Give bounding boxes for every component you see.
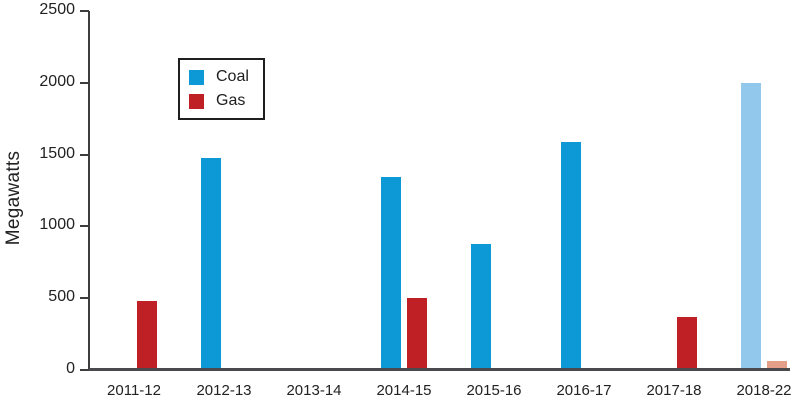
x-axis-labels: 2011-12 2012-13 2013-14 2014-15 2015-16 2016-… [89, 382, 800, 399]
coal-swatch-icon [189, 69, 204, 85]
bar-gas-2018-22 [767, 361, 787, 370]
y-tick-mark [80, 10, 89, 12]
y-tick-label-2000: 2000 [39, 72, 75, 90]
x-tick-label-2013-14: 2013-14 [286, 382, 342, 399]
category-group-2018-22 [719, 11, 800, 370]
legend-label-coal: Coal [216, 68, 249, 85]
gas-swatch-icon [189, 93, 204, 109]
bar-coal-2014-15 [381, 176, 401, 370]
plot-area [89, 11, 800, 370]
x-tick-label-2012-13: 2012-13 [196, 382, 252, 399]
y-tick-mark [80, 81, 89, 84]
y-tick-mark [80, 369, 89, 371]
y-tick-label-500: 500 [48, 288, 75, 306]
legend-entry-coal: Coal [189, 68, 249, 86]
x-tick-label-2014-15: 2014-15 [376, 382, 432, 399]
x-tick-label-2015-16: 2015-16 [466, 382, 522, 399]
x-tick-label-2011-12: 2011-12 [107, 382, 161, 399]
legend-entry-gas: Gas [189, 92, 249, 110]
y-tick-label-1500: 1500 [39, 144, 75, 162]
x-axis-line [89, 368, 790, 371]
legend: Coal Gas [178, 58, 265, 120]
category-group-2016-17 [539, 11, 629, 370]
category-group-2011-12 [89, 11, 179, 370]
y-tick-label-2500: 2500 [39, 1, 75, 18]
bar-gas-2017-18 [677, 316, 697, 370]
x-tick-label-2016-17: 2016-17 [556, 382, 612, 399]
y-tick-mark [80, 153, 89, 156]
category-group-2017-18 [629, 11, 719, 370]
bar-coal-2012-13 [201, 157, 221, 370]
x-tick-label-2017-18: 2017-18 [646, 382, 702, 399]
category-group-2015-16 [449, 11, 539, 370]
x-tick-label-2018-22: 2018-22 [736, 382, 792, 399]
bar-coal-2015-16 [471, 243, 491, 370]
category-group-2012-13 [179, 11, 269, 370]
bar-coal-2018-22 [741, 82, 761, 370]
y-tick-mark [80, 225, 89, 228]
y-tick-label-0: 0 [66, 360, 75, 377]
y-tick-mark [80, 297, 89, 300]
bar-gas-2014-15 [407, 298, 427, 370]
y-tick-label-1000: 1000 [39, 216, 75, 234]
legend-label-gas: Gas [216, 92, 246, 109]
bar-coal-2016-17 [561, 141, 581, 370]
category-group-2013-14 [269, 11, 359, 370]
bar-gas-2011-12 [137, 301, 157, 370]
y-axis-line [88, 11, 90, 370]
category-group-2014-15 [359, 11, 449, 370]
